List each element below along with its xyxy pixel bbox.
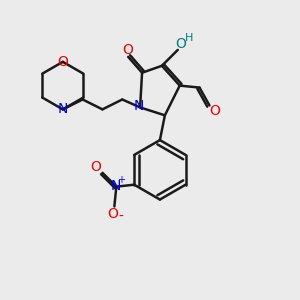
Text: O: O xyxy=(175,37,186,51)
Text: O: O xyxy=(57,55,68,69)
Text: -: - xyxy=(119,209,124,224)
Text: O: O xyxy=(209,104,220,118)
Text: O: O xyxy=(90,160,101,174)
Text: N: N xyxy=(134,99,144,113)
Text: +: + xyxy=(117,175,125,185)
Text: N: N xyxy=(58,102,68,116)
Text: O: O xyxy=(107,207,118,221)
Text: N: N xyxy=(110,179,121,193)
Text: O: O xyxy=(122,43,133,57)
Text: H: H xyxy=(184,33,193,43)
